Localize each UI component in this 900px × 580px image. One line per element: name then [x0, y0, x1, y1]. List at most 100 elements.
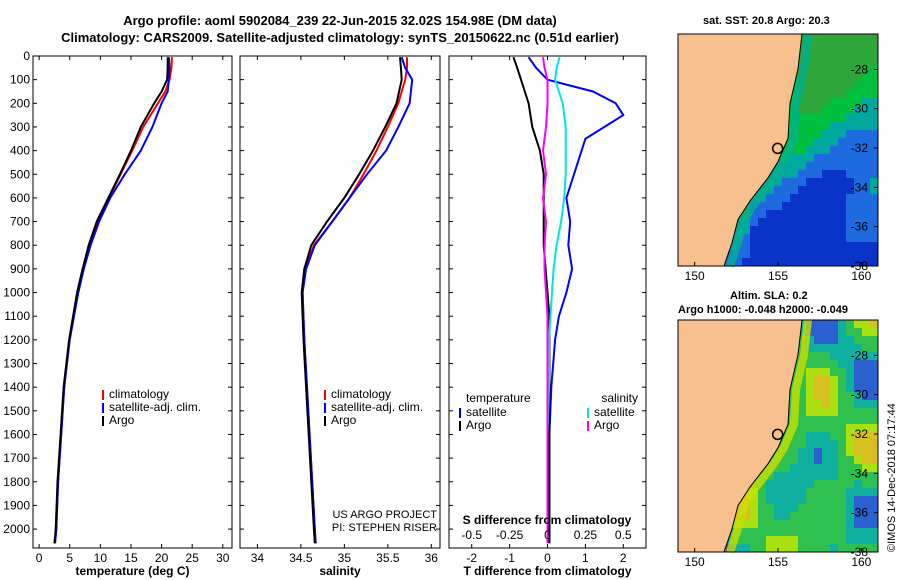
sla-field-cell [814, 400, 822, 408]
sla-field-cell [830, 512, 838, 520]
legend-label: satellite [466, 405, 507, 419]
sst-field-cell [798, 194, 806, 202]
sla-field-cell [798, 328, 806, 336]
sst-field-cell [854, 146, 862, 154]
sst-field-cell [870, 34, 878, 42]
sst-field-cell [798, 130, 806, 138]
sst-field-cell [742, 258, 750, 266]
sst-field-cell [846, 162, 854, 170]
sla-field-cell [846, 480, 854, 488]
sla-field-cell [846, 328, 854, 336]
sla-field-cell [814, 360, 822, 368]
sst-field-cell [822, 58, 830, 66]
sst-field-cell [870, 218, 878, 226]
sla-field-cell [806, 360, 814, 368]
sst-field-cell [822, 234, 830, 242]
sst-field-cell [854, 98, 862, 106]
sst-field-cell [814, 226, 822, 234]
x-tick-label: 34 [251, 551, 265, 565]
sst-field-cell [774, 242, 782, 250]
sst-field-cell [814, 202, 822, 210]
sla-field-cell [814, 496, 822, 504]
sla-field-cell [854, 504, 862, 512]
sla-field-cell [782, 536, 790, 544]
sst-field-cell [870, 114, 878, 122]
sla-field-cell [806, 352, 814, 360]
depth-tick-label: 400 [10, 144, 30, 158]
sla-field-cell [734, 544, 742, 552]
imos-timestamp: ©IMOS 14-Dec-2018 07:17:44 [886, 403, 898, 552]
salinity-diff-tick-label: -0.5 [461, 528, 482, 542]
sla-field-cell [822, 336, 830, 344]
sla-field-cell [854, 320, 862, 328]
sst-field-cell [854, 42, 862, 50]
sla-field-cell [814, 520, 822, 528]
sla-field-cell [862, 488, 870, 496]
sla-field-cell [758, 520, 766, 528]
sst-field-cell [814, 114, 822, 122]
x-tick-label: 35 [338, 551, 352, 565]
sla-field-cell [814, 392, 822, 400]
sst-field-cell [838, 122, 846, 130]
sla-field-cell [862, 512, 870, 520]
map-lat-label: -38 [851, 545, 869, 559]
sst-field-cell [782, 210, 790, 218]
sla-field-cell [870, 344, 878, 352]
sst-field-cell [838, 210, 846, 218]
sla-field-cell [870, 320, 878, 328]
sst-field-cell [838, 42, 846, 50]
sla-field-cell [758, 544, 766, 552]
sst-field-cell [806, 130, 814, 138]
sst-field-cell [870, 162, 878, 170]
legend-label: Argo [466, 418, 492, 432]
sla-field-cell [838, 440, 846, 448]
sla-field-cell [782, 520, 790, 528]
sst-field-cell [806, 194, 814, 202]
sst-field-cell [774, 186, 782, 194]
sst-field-cell [806, 154, 814, 162]
sla-field-cell [806, 336, 814, 344]
sst-map-map-group [677, 33, 878, 268]
sst-field-cell [838, 58, 846, 66]
sla-field-cell [806, 416, 814, 424]
sla-field-cell [814, 512, 822, 520]
sla-field-cell [742, 512, 750, 520]
sla-field-cell [830, 360, 838, 368]
sst-field-cell [846, 210, 854, 218]
sla-field-cell [750, 536, 758, 544]
sst-field-cell [758, 250, 766, 258]
x-tick-label: 15 [124, 551, 138, 565]
x-tick-label: 0 [36, 551, 43, 565]
sla-field-cell [774, 480, 782, 488]
sst-field-cell [870, 154, 878, 162]
sla-shelf-band [726, 319, 812, 554]
sst-field-cell [870, 98, 878, 106]
sla-field-cell [830, 464, 838, 472]
sst-field-cell [854, 242, 862, 250]
sla-field-cell [830, 528, 838, 536]
sst-field-cell [822, 154, 830, 162]
sst-field-cell [782, 250, 790, 258]
sst-field-cell [806, 50, 814, 58]
sla-field-cell [846, 336, 854, 344]
sla-field-cell [830, 536, 838, 544]
temperature-plot-frame [32, 55, 233, 549]
sst-field-cell [822, 250, 830, 258]
sla-field-cell [830, 520, 838, 528]
sst-field-cell [814, 130, 822, 138]
sst-field-cell [798, 114, 806, 122]
sst-field-cell [846, 186, 854, 194]
sla-field-cell [870, 480, 878, 488]
sst-field-cell [774, 250, 782, 258]
sla-field-cell [846, 392, 854, 400]
sst-field-cell [734, 218, 742, 226]
sst-field-cell [798, 154, 806, 162]
map-lat-label: -34 [851, 466, 869, 480]
sst-field-cell [846, 170, 854, 178]
sst-field-cell [838, 90, 846, 98]
sla-field-cell [870, 520, 878, 528]
sst-field-cell [790, 186, 798, 194]
sst-field-cell [782, 178, 790, 186]
sst-field-cell [862, 74, 870, 82]
sla-field-cell [838, 496, 846, 504]
